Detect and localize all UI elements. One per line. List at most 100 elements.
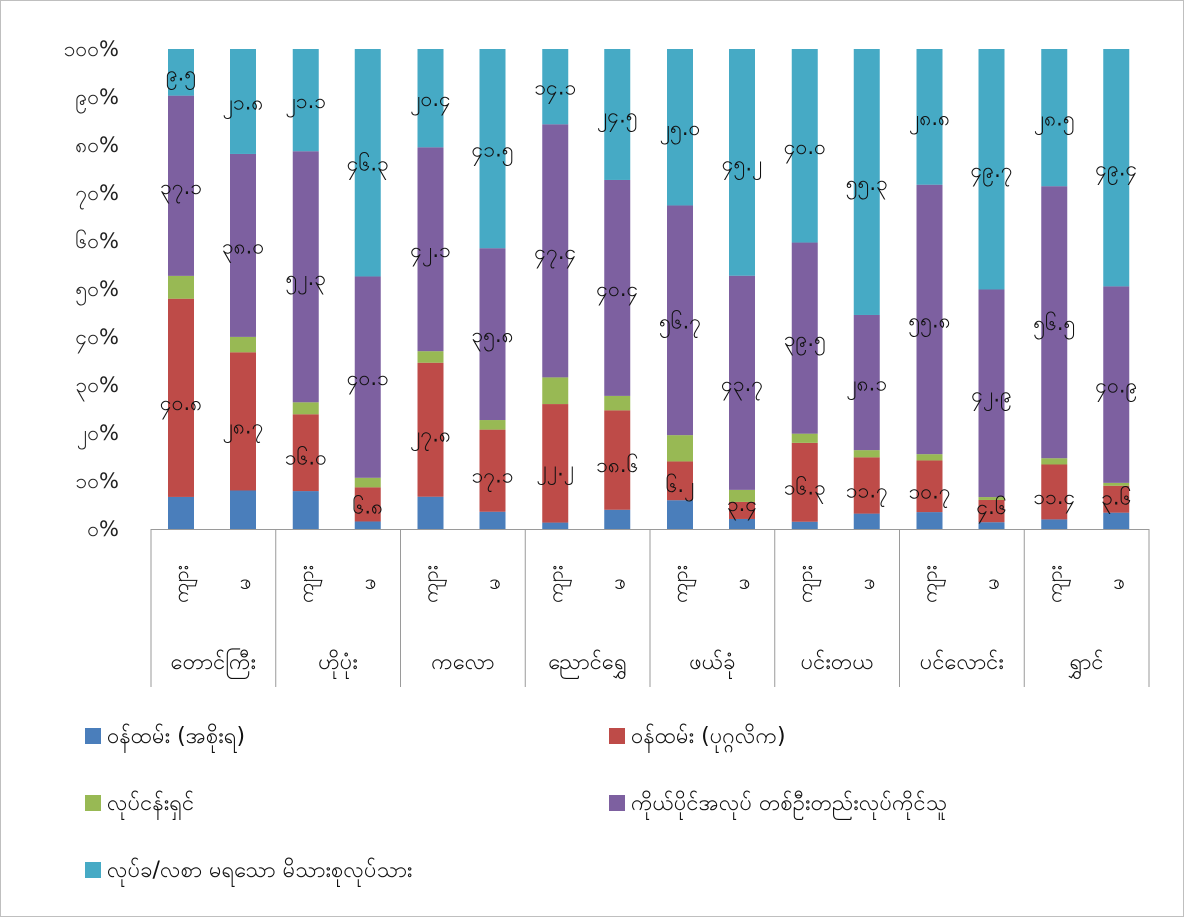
bar-segment [604,395,631,411]
bar-segment [1041,519,1068,529]
data-label: ၄၆.၃ [347,151,389,181]
bar-segment [479,511,506,529]
legend-label: ကိုယ်ပိုင်အလုပ် တစ်ဦးတည်းလုပ်ကိုင်သူ [631,790,947,820]
y-tick-label: ၂၀% [77,421,119,450]
x-sub-category-label: မ [730,578,754,590]
bar-segment [604,179,631,396]
legend-item: ဝန်ထမ်း (ပုဂ္ဂလိက) [609,723,786,753]
bar-segment [230,49,256,154]
y-tick-label: ၅၀% [75,277,119,306]
bar-segment [853,457,880,514]
bar-segment [230,352,256,491]
bar-segment [791,521,818,529]
bar-segment [542,404,569,523]
legend-swatch [85,795,101,811]
y-tick-label: ၉၀% [75,85,119,114]
bar-segment [354,487,381,522]
y-tick-label: ၀% [87,517,119,541]
bar-segment [417,351,444,363]
bar-segment [292,414,319,492]
bar-segment [853,49,880,315]
bar-segment [230,336,256,353]
legend-label: လုပ်ခ/လစာ မရသော မိသားစုလုပ်သား [107,857,413,887]
bar-segment [791,442,818,522]
bar-segment [168,275,194,299]
bar-segment [791,242,818,434]
bar-segment [168,49,194,96]
x-sub-category-label: ကျား [419,565,448,603]
x-group-label: ကလော [431,650,494,675]
bar-segment [853,513,880,529]
x-group-label: ဖယ်ခုံ [689,649,735,679]
legend-item: ဝန်ထမ်း (အစိုးရ) [85,723,245,753]
bar-segment [292,151,319,403]
bar-segment [604,49,631,180]
bar-segment [667,461,693,501]
bar-segment [1103,485,1130,513]
bar-segment [978,49,1005,290]
bar-segment [230,490,256,529]
data-label: ၁၆.၀ [285,445,327,470]
bar-segment [791,433,818,443]
bar-segment [230,153,256,337]
bar-segment [292,49,319,152]
bar-segment [853,314,880,451]
bar-segment [542,377,569,405]
bar-segment [916,460,943,513]
bar-segment [354,477,381,488]
legend-swatch [609,728,625,744]
bar-segment [479,49,506,249]
data-label: ၅၆.၇ [659,308,701,338]
bar-segment [168,95,194,276]
bar-segment [729,49,755,276]
bar-segment [853,450,880,458]
bar-segment [1103,286,1130,483]
y-tick-label: ၁၀၀% [64,37,119,61]
x-axis: ကျား မတောင်ကြီး ကျား မဟိုပုံး ကျား မကလော ကျား မ… [150,529,1150,687]
bar-segment [978,499,1005,523]
bar-segment [479,420,506,430]
data-label: ၃.၆ [1101,485,1131,515]
bar-segment [417,49,444,148]
bar-segment [292,402,319,415]
legend-swatch [85,728,101,744]
data-label: ၁၆.၃ [784,474,826,504]
bar-segment [1103,512,1130,529]
x-group-label: ညောင်ရွှေ [548,649,627,679]
y-tick-label: ၇၀% [75,181,119,210]
bar-segment [791,49,818,243]
bar-segment [417,147,444,352]
bar-segment [667,205,693,436]
bar-segment [168,298,194,497]
x-sub-category-label: ကျား [793,565,822,603]
bar-segment [542,49,569,125]
y-tick-label: ၃၀% [75,373,119,402]
bar-segment [479,248,506,421]
x-sub-category-label: မ [855,578,879,590]
legend-label: လုပ်ငန်းရှင် [107,790,194,821]
x-group-label: တောင်ကြီး [171,648,256,679]
x-sub-category-label: မ [980,578,1004,590]
x-sub-category-label: ကျား [918,565,947,603]
bar-segment [978,289,1005,498]
bar-segment [604,509,631,529]
bar-segment [916,454,943,461]
x-group-label: ပင်လောင်း [920,649,1004,675]
y-tick-label: ၄၀% [75,325,119,354]
bar-segment [1041,186,1068,459]
data-label: ၁၈.၆ [596,452,638,477]
x-sub-category-label: ကျား [543,565,572,603]
legend-label: ဝန်ထမ်း (ပုဂ္ဂလိက) [631,723,786,753]
bar-segment [667,49,693,206]
bar-segment [292,491,319,529]
bar-segment [479,429,506,512]
x-sub-category-label: မ [231,578,255,590]
x-group-label: ဟိုပုံး [318,649,358,679]
bar-segment [978,522,1005,529]
y-tick-label: ၆၀% [75,228,119,253]
legend-swatch [609,795,625,811]
legend-label: ဝန်ထမ်း (အစိုးရ) [107,723,245,753]
bar-segment [417,362,444,497]
bar-segment [354,276,381,478]
legend-item: လုပ်ခ/လစာ မရသော မိသားစုလုပ်သား [85,857,413,887]
